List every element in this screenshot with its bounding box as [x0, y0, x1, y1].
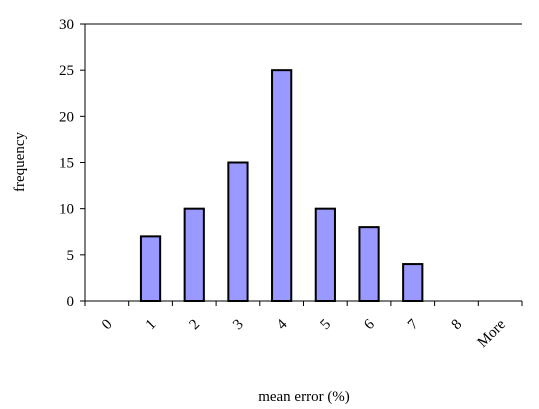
y-tick-label: 30	[59, 17, 74, 33]
bars-group	[139, 69, 424, 303]
x-axis-title: mean error (%)	[258, 389, 350, 405]
y-tick-label: 0	[67, 294, 75, 310]
y-tick-label: 20	[59, 109, 74, 125]
x-tick-label: 1	[143, 317, 160, 334]
x-ticks-group: 0 1 2 3 4 5 6 7 8 More	[84, 301, 523, 351]
bar-6	[358, 226, 380, 302]
y-tick-label: 15	[59, 156, 74, 172]
bar-7	[402, 263, 424, 303]
x-tick-label: 7	[405, 316, 422, 333]
bar-2	[183, 207, 205, 303]
bar-4	[271, 69, 293, 302]
x-tick-label: More	[475, 316, 510, 351]
x-tick-label: 3	[230, 317, 247, 334]
plot-area: 0 5 10 15 20 25 30 0 1 2 3 4 5 6 7 8 More	[59, 17, 523, 351]
y-tick-label: 5	[67, 248, 75, 264]
bar-5	[314, 207, 336, 303]
bar-1	[139, 235, 162, 302]
x-tick-label: 8	[449, 317, 466, 334]
x-tick-label: 4	[274, 316, 291, 333]
y-axis-title: frequency	[12, 132, 28, 192]
bar-3	[227, 161, 249, 302]
x-tick-label: 5	[318, 317, 335, 334]
x-tick-label: 6	[361, 316, 378, 333]
y-tick-label: 10	[59, 202, 74, 218]
y-ticks-group: 0 5 10 15 20 25 30	[59, 17, 85, 310]
y-tick-label: 25	[59, 63, 74, 79]
x-tick-label: 2	[186, 317, 203, 334]
x-tick-label: 0	[99, 317, 116, 334]
